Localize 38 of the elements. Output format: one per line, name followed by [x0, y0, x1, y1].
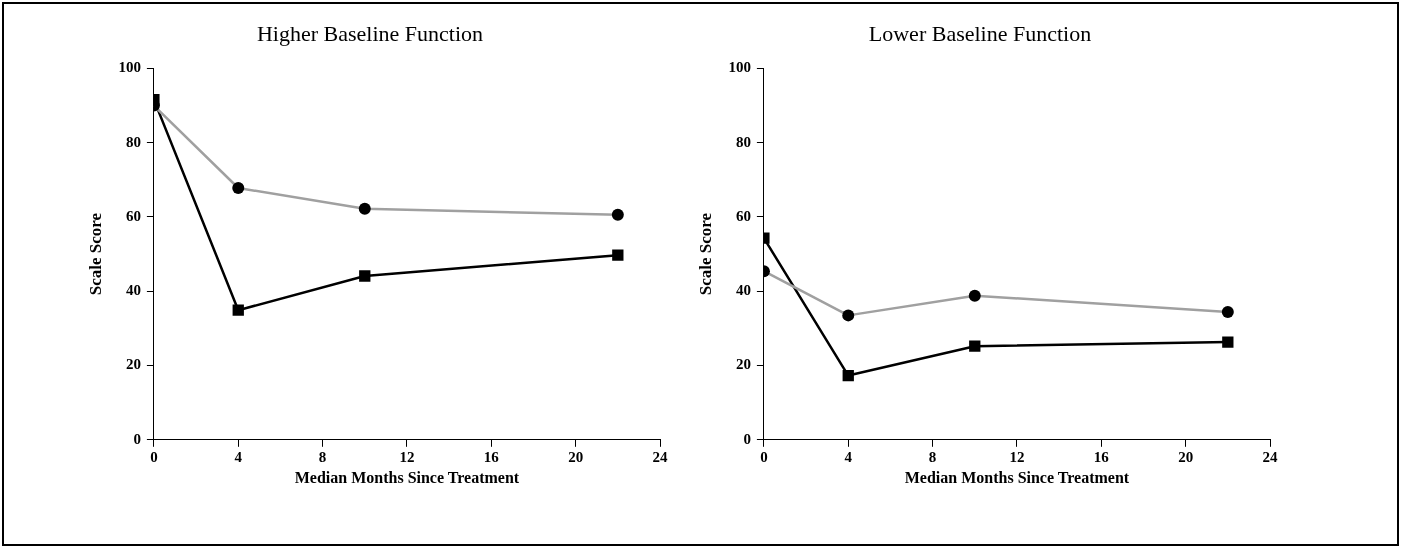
y-tick-label: 100 [728, 59, 751, 76]
y-tick-label: 100 [118, 59, 141, 76]
point [612, 249, 624, 261]
y-tick-label: 20 [125, 356, 141, 373]
x-tick-label: 8 [928, 448, 937, 465]
point [359, 270, 371, 282]
y-tick-label: 80 [125, 133, 141, 150]
x-tick-label: 8 [318, 448, 327, 465]
y-tick-label: 80 [735, 133, 751, 150]
x-tick-label: 12 [399, 448, 415, 465]
y-tick-label: 40 [125, 282, 141, 299]
point [232, 304, 244, 316]
y-axis-title: Scale Score [695, 212, 715, 296]
x-tick-label: 16 [1093, 448, 1110, 465]
x-tick-label: 4 [234, 448, 243, 465]
x-tick-label: 12 [1009, 448, 1025, 465]
x-tick-label: 24 [652, 448, 668, 465]
x-axis-title: Median Months Since Treatment [904, 468, 1130, 486]
x-tick-label: 16 [483, 448, 500, 465]
y-tick-label: 0 [743, 430, 751, 447]
point [1222, 336, 1234, 348]
x-tick-label: 4 [844, 448, 853, 465]
x-tick-label: 0 [150, 448, 158, 465]
x-tick-label: 0 [760, 448, 768, 465]
x-tick-label: 20 [568, 448, 584, 465]
y-axis-title: Scale Score [85, 212, 105, 296]
chart-title: Higher Baseline Function [256, 20, 484, 46]
y-tick-label: 60 [735, 207, 751, 224]
point [969, 340, 981, 352]
y-tick-label: 0 [133, 430, 141, 447]
x-axis-title: Median Months Since Treatment [294, 468, 520, 486]
y-tick-label: 20 [735, 356, 751, 373]
y-tick-label: 40 [735, 282, 751, 299]
x-tick-label: 24 [1262, 448, 1278, 465]
y-tick-label: 60 [125, 207, 141, 224]
chart-title: Lower Baseline Function [868, 20, 1092, 46]
point [842, 369, 854, 382]
x-tick-label: 20 [1178, 448, 1194, 465]
